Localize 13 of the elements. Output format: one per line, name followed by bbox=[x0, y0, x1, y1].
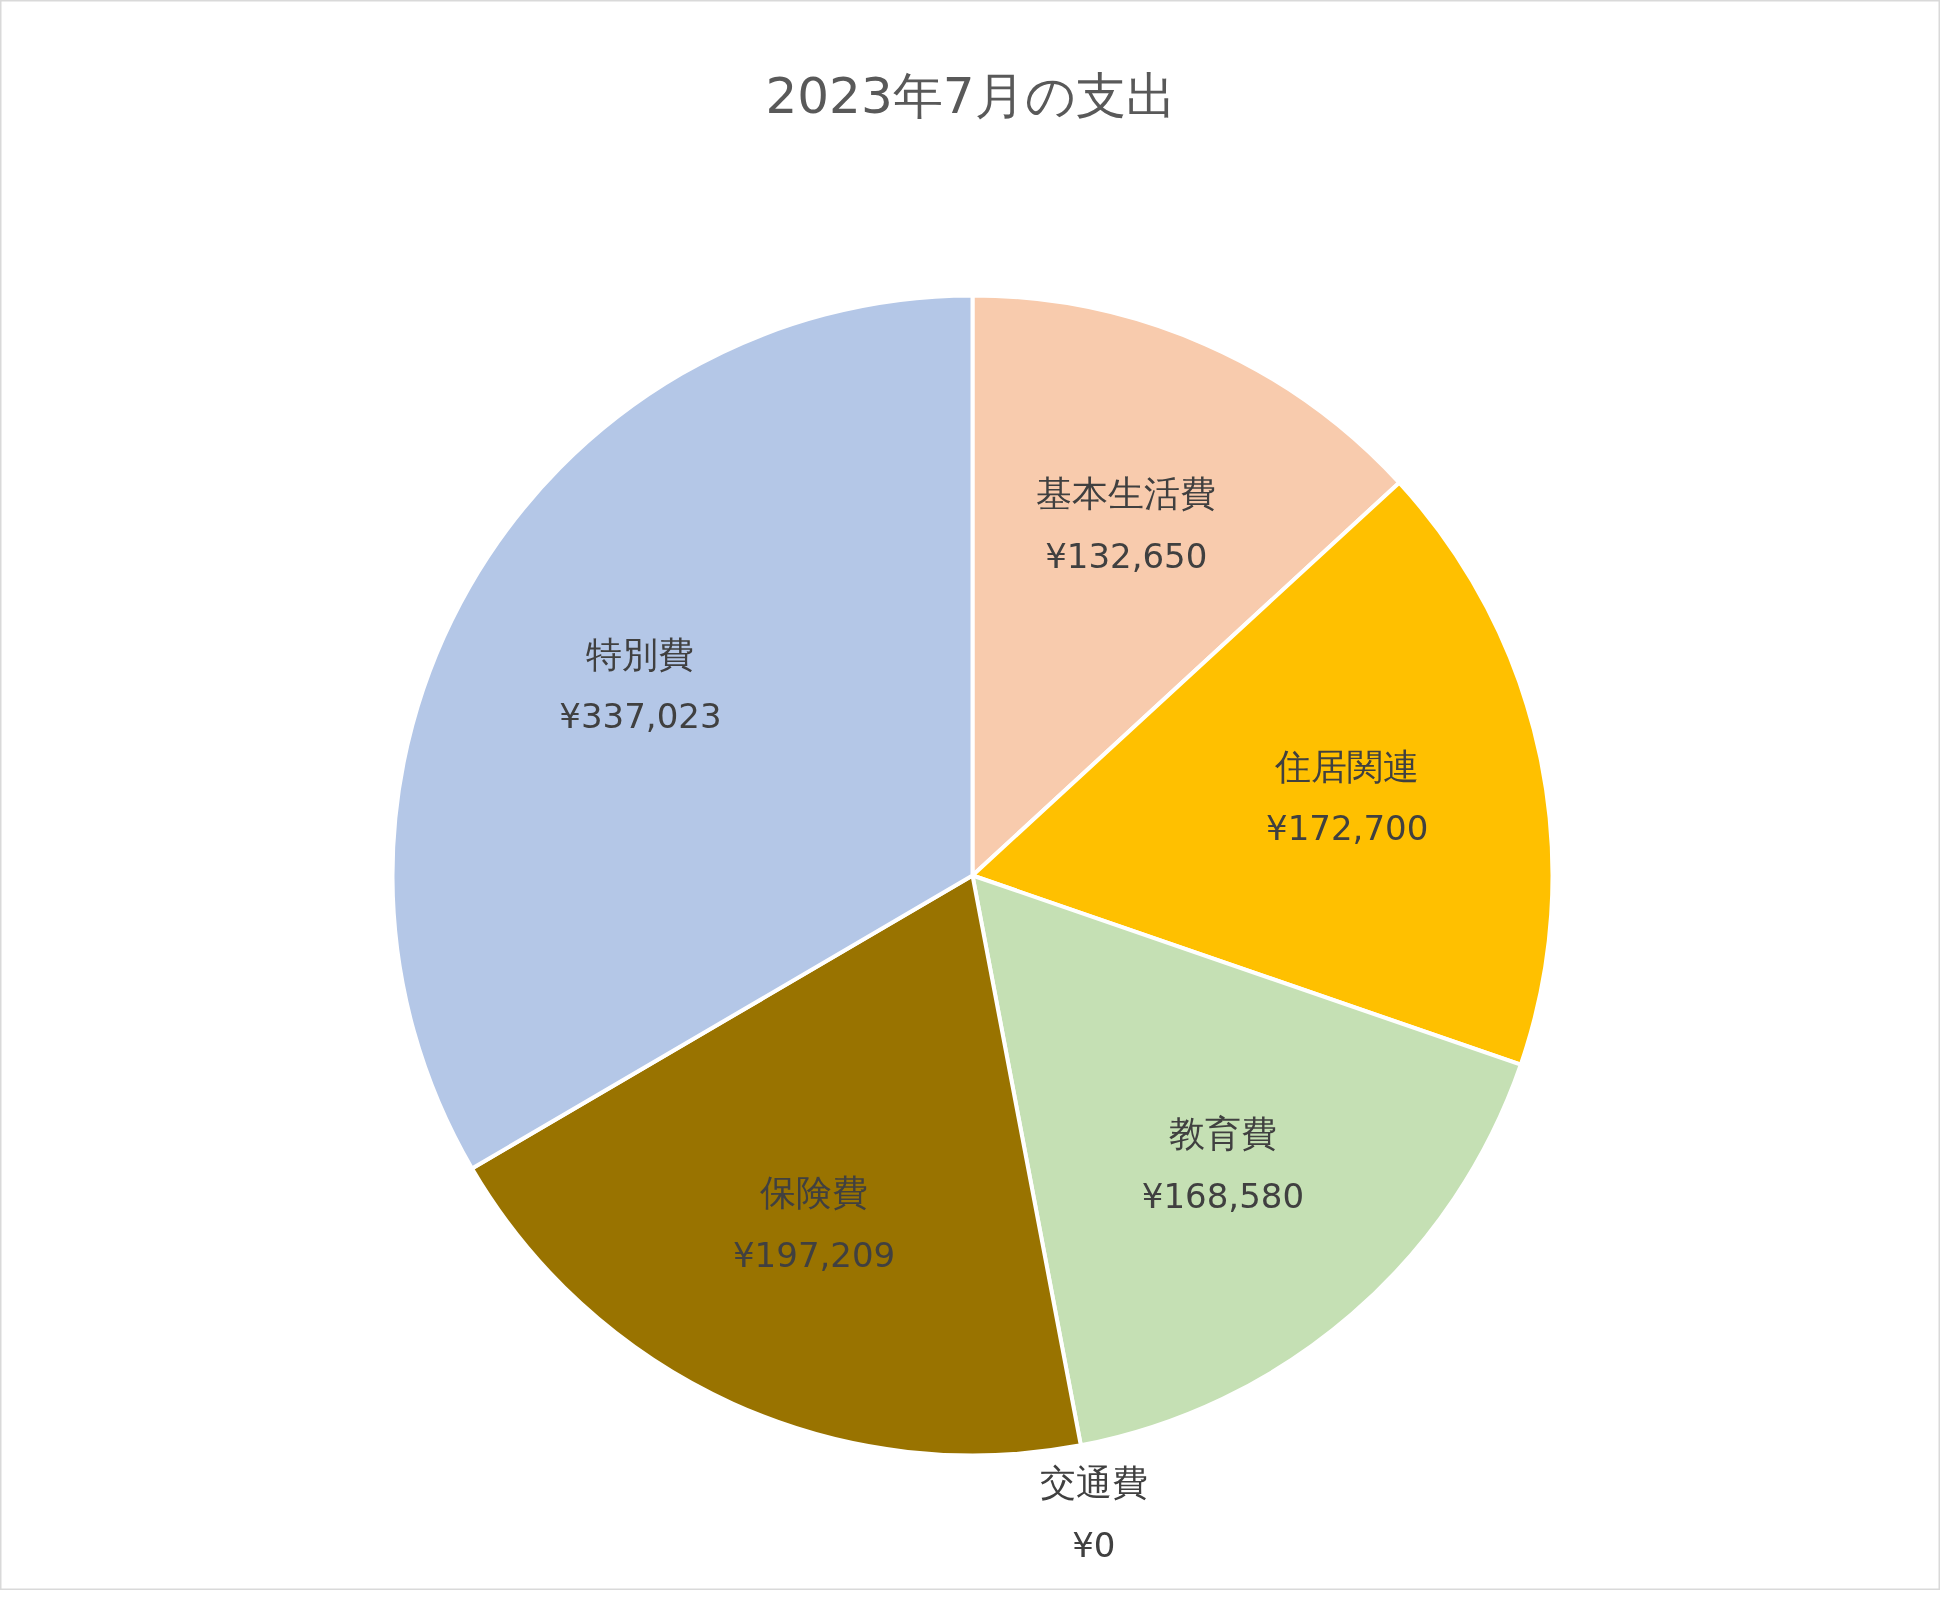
category-label: 交通費 bbox=[1039, 1462, 1148, 1504]
slice-label: 保険費 bbox=[760, 1172, 869, 1214]
data-label: ¥337,023 bbox=[559, 696, 722, 737]
chart-title: 2023年7月の支出 bbox=[765, 66, 1176, 125]
data-label: ¥197,209 bbox=[732, 1234, 896, 1275]
slice-label: 住居関連 bbox=[1274, 745, 1420, 787]
text: ¥0 bbox=[1072, 1524, 1116, 1565]
slice-label: 基本生活費 bbox=[1036, 473, 1217, 515]
data-label: ¥168,580 bbox=[1141, 1175, 1305, 1216]
slice-label: 特別費 bbox=[586, 633, 695, 675]
slice-label: 教育費 bbox=[1168, 1113, 1277, 1155]
data-label: ¥172,700 bbox=[1266, 808, 1429, 849]
data-label: ¥132,650 bbox=[1045, 535, 1208, 576]
